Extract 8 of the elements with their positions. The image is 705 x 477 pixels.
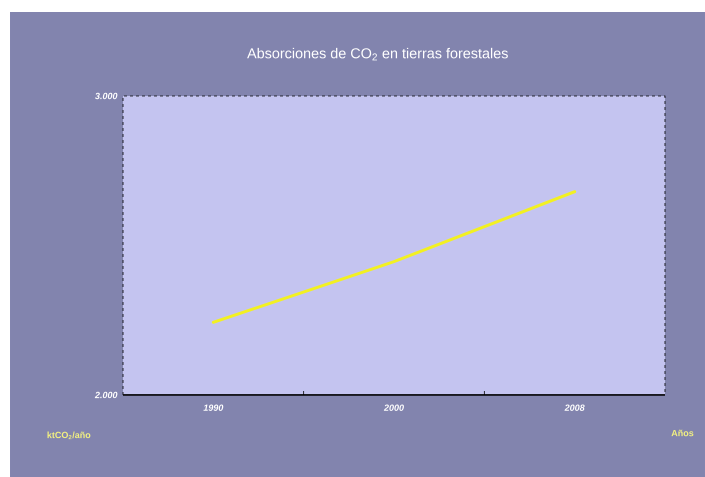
y-axis-title: ktCO$_{2}$/año — [48, 432, 90, 440]
y-tick-label: 2.000 — [94, 392, 118, 398]
y-tick-label: 3.000 — [95, 92, 118, 100]
x-tick-label: 2000 — [384, 404, 404, 411]
x-tick-label: 1990 — [203, 404, 224, 411]
x-axis-title: Años — [671, 430, 694, 436]
chart-title: Absorciones de CO$_{2}$ en tierras forestales — [247, 48, 508, 60]
x-tick-label: 2008 — [564, 404, 585, 411]
